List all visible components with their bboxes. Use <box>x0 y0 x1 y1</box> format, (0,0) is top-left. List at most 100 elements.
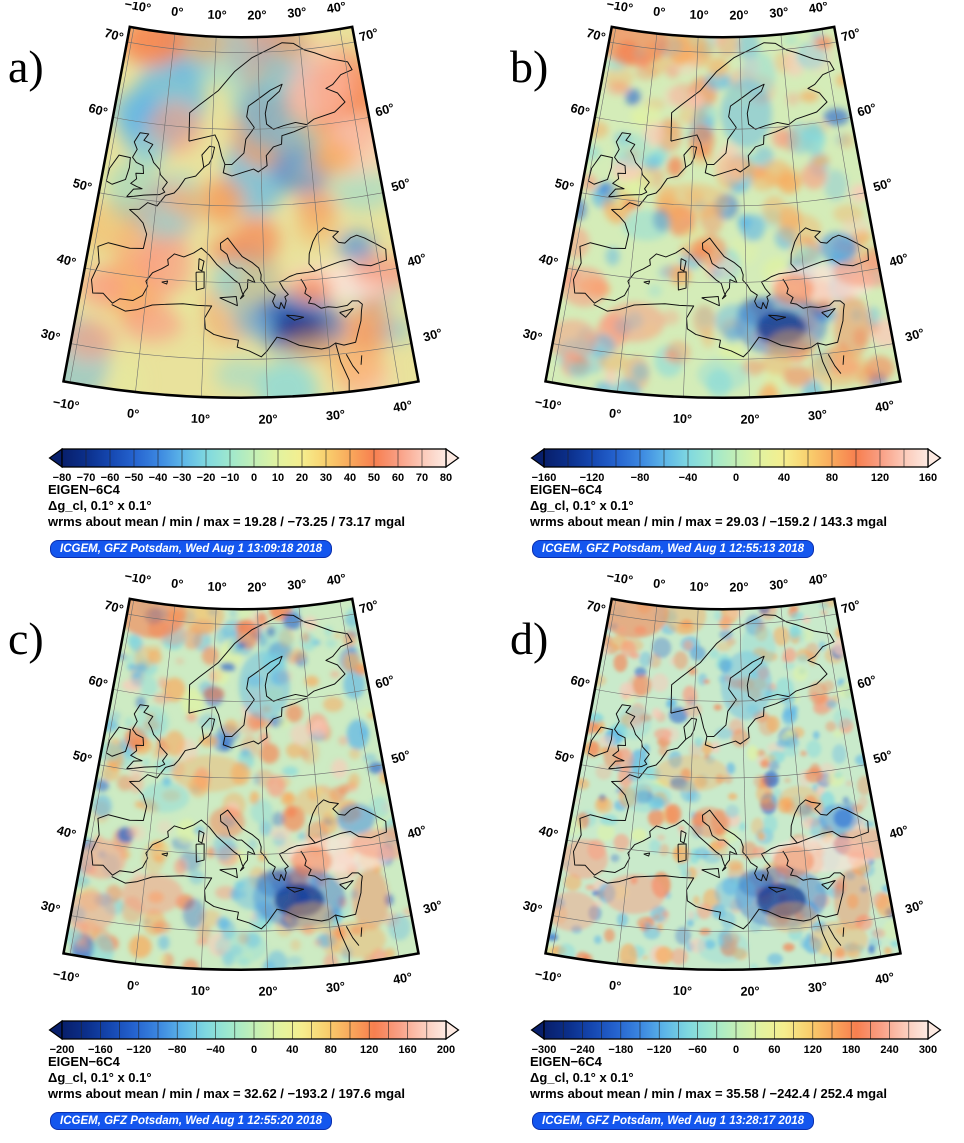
lon-label-top: −10° <box>605 574 634 588</box>
map-svg: −10° −10° 0° 0° 10° 10° 20° 20° 30° 30° 40° 40° 70° 7… <box>521 574 926 999</box>
lat-label-right: 50° <box>872 176 894 195</box>
lat-label-left: 50° <box>71 748 93 767</box>
lat-label-right: 40° <box>406 823 428 842</box>
cbar-tick-label: 10 <box>272 472 284 484</box>
grid-spec: Δg_cl, 0.1° x 0.1° <box>48 1070 152 1085</box>
caption-b: EIGEN−6C4 Δg_cl, 0.1° x 0.1° wrms about … <box>530 482 950 530</box>
colorbar-svg: −300 −240 −180 −120 −60 0 60 120 180 240 300 <box>530 1019 942 1056</box>
lat-label-left: 60° <box>569 101 591 120</box>
cbar-tick-label: −120 <box>580 472 605 484</box>
lon-label-top: 10° <box>207 580 227 595</box>
lon-label-top: 0° <box>170 576 184 591</box>
cbar-tick-label: −120 <box>647 1044 672 1056</box>
lat-label-left: 30° <box>521 898 543 917</box>
lon-label-bottom: 40° <box>874 398 895 415</box>
lat-label-left: 70° <box>103 598 125 617</box>
grid-spec: Δg_cl, 0.1° x 0.1° <box>530 1070 634 1085</box>
panel-letter-c: c) <box>8 613 44 664</box>
lon-label-top: −10° <box>123 2 152 16</box>
lat-label-right: 50° <box>390 176 412 195</box>
lat-label-right: 60° <box>374 673 396 692</box>
lat-label-right: 30° <box>904 326 926 345</box>
lat-label-left: 50° <box>553 176 575 195</box>
lon-label-top: 40° <box>808 2 829 16</box>
lat-label-left: 70° <box>103 26 125 45</box>
panel-c: c) −10° −10° 0° 0° 10° 10° 20° 20° 30° 30° 40° 40° 7… <box>0 572 482 1143</box>
lat-label-right: 60° <box>374 101 396 120</box>
cbar-tick-label: 40 <box>344 472 356 484</box>
cbar-tick-label: −200 <box>50 1044 75 1056</box>
cbar-tick-label: −300 <box>532 1044 557 1056</box>
lon-label-bottom: 30° <box>325 407 345 423</box>
cbar-tick-label: −60 <box>101 472 120 484</box>
lon-label-bottom: 40° <box>392 970 413 987</box>
lon-label-bottom: −10° <box>52 395 81 413</box>
cbar-tick-label: −40 <box>149 472 168 484</box>
lon-label-bottom: 20° <box>740 984 760 999</box>
colorbar-b: −160 −120 −80 −40 0 40 80 120 160 <box>530 446 942 492</box>
cbar-tick-label: 80 <box>440 472 452 484</box>
lon-label-bottom: 20° <box>258 984 278 999</box>
cbar-tick-label: 70 <box>416 472 428 484</box>
lon-label-top: 30° <box>769 577 789 593</box>
colorbar-svg: −80 −70 −60 −50 −40 −30 −20 −10 0 10 20 30 40 50 60 70 8… <box>48 447 460 484</box>
lon-label-bottom: 30° <box>325 979 345 995</box>
map-svg: −10° −10° 0° 0° 10° 10° 20° 20° 30° 30° 40° 40° 70° 7… <box>521 2 926 427</box>
lat-label-left: 40° <box>537 823 559 842</box>
lon-label-top: 40° <box>808 574 829 588</box>
lon-label-top: 20° <box>247 8 267 23</box>
lat-label-right: 30° <box>422 898 444 917</box>
lat-label-right: 50° <box>390 748 412 767</box>
panel-letter-a: a) <box>8 41 44 92</box>
cbar-tick-label: −160 <box>88 1044 113 1056</box>
lon-label-bottom: 0° <box>608 978 622 993</box>
caption-c: EIGEN−6C4 Δg_cl, 0.1° x 0.1° wrms about … <box>48 1054 468 1102</box>
lon-label-top: 0° <box>652 576 666 591</box>
cbar-tick-label: −160 <box>532 472 557 484</box>
lon-label-top: 10° <box>207 8 227 23</box>
cbar-tick-label: 60 <box>392 472 404 484</box>
cbar-tick-label: 160 <box>398 1044 416 1056</box>
stats-line: wrms about mean / min / max = 32.62 / −1… <box>48 1086 405 1101</box>
cbar-tick-label: −70 <box>77 472 96 484</box>
lon-label-top: 0° <box>652 4 666 19</box>
lat-label-left: 30° <box>39 326 61 345</box>
lon-label-bottom: −10° <box>534 395 563 413</box>
caption-d: EIGEN−6C4 Δg_cl, 0.1° x 0.1° wrms about … <box>530 1054 950 1102</box>
cbar-tick-label: −80 <box>631 472 650 484</box>
lat-label-right: 30° <box>422 326 444 345</box>
lat-label-left: 70° <box>585 598 607 617</box>
lon-label-bottom: −10° <box>534 967 563 985</box>
lon-label-bottom: 0° <box>126 406 140 421</box>
credit-badge: ICGEM, GFZ Potsdam, Wed Aug 1 12:55:20 2… <box>50 1112 333 1130</box>
lat-label-right: 50° <box>872 748 894 767</box>
lat-label-left: 30° <box>521 326 543 345</box>
lat-label-right: 70° <box>358 598 380 617</box>
map-svg: −10° −10° 0° 0° 10° 10° 20° 20° 30° 30° 40° 40° 70° 7… <box>39 2 444 427</box>
cbar-tick-label: −40 <box>206 1044 225 1056</box>
panel-d: d) −10° −10° 0° 0° 10° 10° 20° 20° 30° 30° 40° 40° 7… <box>482 572 964 1143</box>
panel-letter-d: d) <box>510 613 549 664</box>
cbar-tick-label: 80 <box>325 1044 337 1056</box>
lat-label-left: 60° <box>87 101 109 120</box>
panel-b: b) −10° −10° 0° 0° 10° 10° 20° 20° 30° 30° 40° 40° 7… <box>482 0 964 571</box>
lon-label-bottom: 30° <box>807 407 827 423</box>
cbar-tick-label: −30 <box>173 472 192 484</box>
cbar-tick-label: −180 <box>608 1044 633 1056</box>
map-b: −10° −10° 0° 0° 10° 10° 20° 20° 30° 30° 40° 40° 70° 7… <box>492 2 954 431</box>
cbar-tick-label: 120 <box>804 1044 822 1056</box>
lat-label-right: 70° <box>840 26 862 45</box>
lon-label-top: 20° <box>729 8 749 23</box>
lat-label-right: 40° <box>888 823 910 842</box>
lon-label-bottom: 10° <box>191 412 211 427</box>
lon-label-top: 30° <box>769 5 789 21</box>
lat-label-right: 60° <box>856 673 878 692</box>
cbar-tick-label: −50 <box>125 472 144 484</box>
lat-label-right: 40° <box>888 251 910 270</box>
map-d: −10° −10° 0° 0° 10° 10° 20° 20° 30° 30° 40° 40° 70° 7… <box>492 574 954 1003</box>
lat-label-left: 40° <box>537 251 559 270</box>
lon-label-bottom: 30° <box>807 979 827 995</box>
map-a: −10° −10° 0° 0° 10° 10° 20° 20° 30° 30° 40° 40° 70° 7… <box>10 2 472 431</box>
lat-label-right: 60° <box>856 101 878 120</box>
lon-label-bottom: 0° <box>608 406 622 421</box>
